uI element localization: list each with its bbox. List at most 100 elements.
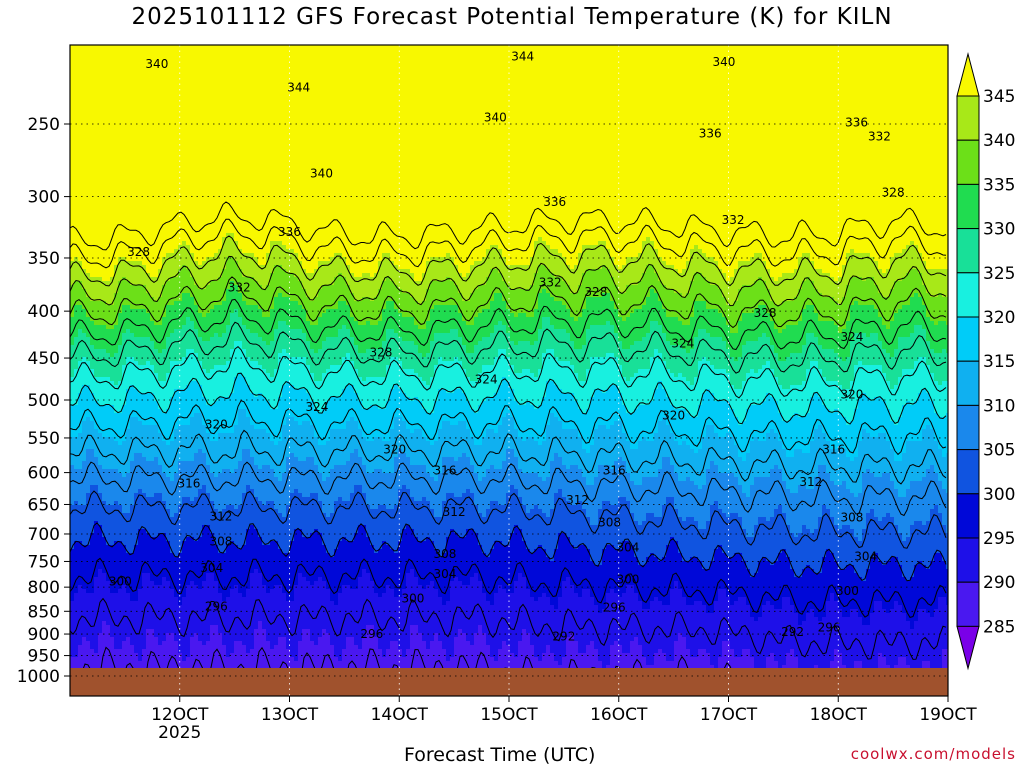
contour-label: 332 <box>228 281 251 295</box>
colorbar-tick-label: 320 <box>983 308 1015 328</box>
y-tick-label: 700 <box>28 525 60 545</box>
contour-label: 308 <box>434 547 457 561</box>
contour-label: 312 <box>209 510 232 524</box>
y-tick-label: 650 <box>28 495 60 515</box>
contour-label: 304 <box>434 567 457 581</box>
colorbar-tick-label: 330 <box>983 220 1015 240</box>
contour-label: 328 <box>370 346 393 360</box>
contour-label: 316 <box>177 477 200 491</box>
contour-label: 340 <box>145 57 168 71</box>
contour-label: 324 <box>305 400 328 414</box>
colorbar-tick-label: 305 <box>983 441 1015 461</box>
contour-label: 344 <box>511 49 534 63</box>
colorbar-swatch <box>957 229 979 273</box>
contour-label: 312 <box>443 505 466 519</box>
x-tick-label: 17OCT <box>700 705 758 725</box>
contour-label: 296 <box>360 627 383 641</box>
contour-label: 332 <box>539 275 562 289</box>
y-tick-label: 850 <box>28 602 60 622</box>
contour-label: 300 <box>109 575 132 589</box>
colorbar-swatch <box>957 538 979 582</box>
contour-label: 340 <box>484 111 507 125</box>
contour-label: 336 <box>845 115 868 129</box>
colorbar-tick-label: 285 <box>983 617 1015 637</box>
contour-label: 336 <box>543 195 566 209</box>
x-axis-label: Forecast Time (UTC) <box>404 744 595 766</box>
x-tick-label: 14OCT <box>371 705 429 725</box>
contour-label: 324 <box>475 373 498 387</box>
colorbar-tick-label: 335 <box>983 175 1015 195</box>
contour-label: 320 <box>841 387 864 401</box>
contour-label: 320 <box>383 442 406 456</box>
site-credit: coolwx.com/models <box>851 745 1016 763</box>
y-tick-label: 950 <box>28 647 60 667</box>
contour-label: 320 <box>662 409 685 423</box>
y-tick-label: 500 <box>28 391 60 411</box>
colorbar-swatch <box>957 494 979 538</box>
y-tick-label: 900 <box>28 625 60 645</box>
contour-label: 312 <box>566 493 589 507</box>
contour-label: 300 <box>836 584 859 598</box>
colorbar-tick-label: 310 <box>983 396 1015 416</box>
y-tick-label: 350 <box>28 249 60 269</box>
y-tick-label: 250 <box>28 115 60 135</box>
contour-label: 296 <box>603 601 626 615</box>
contour-label: 296 <box>818 620 841 634</box>
contour-label: 328 <box>754 306 777 320</box>
x-tick-label: 18OCT <box>810 705 868 725</box>
y-tick-label: 550 <box>28 429 60 449</box>
contour-label: 336 <box>278 225 301 239</box>
contour-label: 292 <box>781 625 804 639</box>
colorbar-tick-label: 295 <box>983 529 1015 549</box>
colorbar-swatch <box>957 450 979 494</box>
colorbar-extend-top <box>957 54 979 96</box>
contour-label: 308 <box>209 534 232 548</box>
y-tick-label: 800 <box>28 578 60 598</box>
colorbar-swatch <box>957 273 979 317</box>
contour-label: 316 <box>822 442 845 456</box>
x-tick-label: 16OCT <box>590 705 648 725</box>
x-tick-label: 13OCT <box>261 705 319 725</box>
colorbar-extend-bottom <box>957 626 979 668</box>
contour-label: 292 <box>552 630 575 644</box>
y-tick-label: 300 <box>28 188 60 208</box>
contour-label: 336 <box>699 126 722 140</box>
contour-label: 328 <box>127 245 150 259</box>
contour-label: 316 <box>603 464 626 478</box>
contour-label: 324 <box>671 337 694 351</box>
y-tick-label: 450 <box>28 349 60 369</box>
colorbar-tick-label: 340 <box>983 131 1015 151</box>
contour-label: 308 <box>598 515 621 529</box>
contour-label: 320 <box>205 418 228 432</box>
y-tick-label: 1000 <box>17 667 60 687</box>
x-tick-label: 19OCT <box>919 705 977 725</box>
colorbar-tick-label: 345 <box>983 87 1015 107</box>
colorbar-tick-label: 290 <box>983 573 1015 593</box>
contour-label: 300 <box>616 573 639 587</box>
contour-label: 324 <box>841 330 864 344</box>
contour-label: 300 <box>402 591 425 605</box>
colorbar-tick-label: 315 <box>983 352 1015 372</box>
contour-label: 304 <box>200 561 223 575</box>
colorbar-swatch <box>957 184 979 228</box>
contour-label: 328 <box>882 186 905 200</box>
colorbar-swatch <box>957 405 979 449</box>
contour-label: 308 <box>841 511 864 525</box>
contour-label: 340 <box>310 166 333 180</box>
colorbar-swatch <box>957 582 979 626</box>
y-tick-label: 400 <box>28 302 60 322</box>
colorbar-swatch <box>957 317 979 361</box>
contour-label: 304 <box>616 540 639 554</box>
contour-label: 312 <box>799 475 822 489</box>
colorbar-tick-label: 325 <box>983 264 1015 284</box>
y-tick-label: 750 <box>28 552 60 572</box>
x-tick-label: 12OCT <box>151 705 209 725</box>
contour-label: 328 <box>584 285 607 299</box>
colorbar-swatch <box>957 96 979 140</box>
colorbar-tick-label: 300 <box>983 485 1015 505</box>
y-tick-label: 600 <box>28 464 60 484</box>
x-tick-year: 2025 <box>158 723 201 743</box>
contour-label: 344 <box>287 80 310 94</box>
colorbar-swatch <box>957 361 979 405</box>
